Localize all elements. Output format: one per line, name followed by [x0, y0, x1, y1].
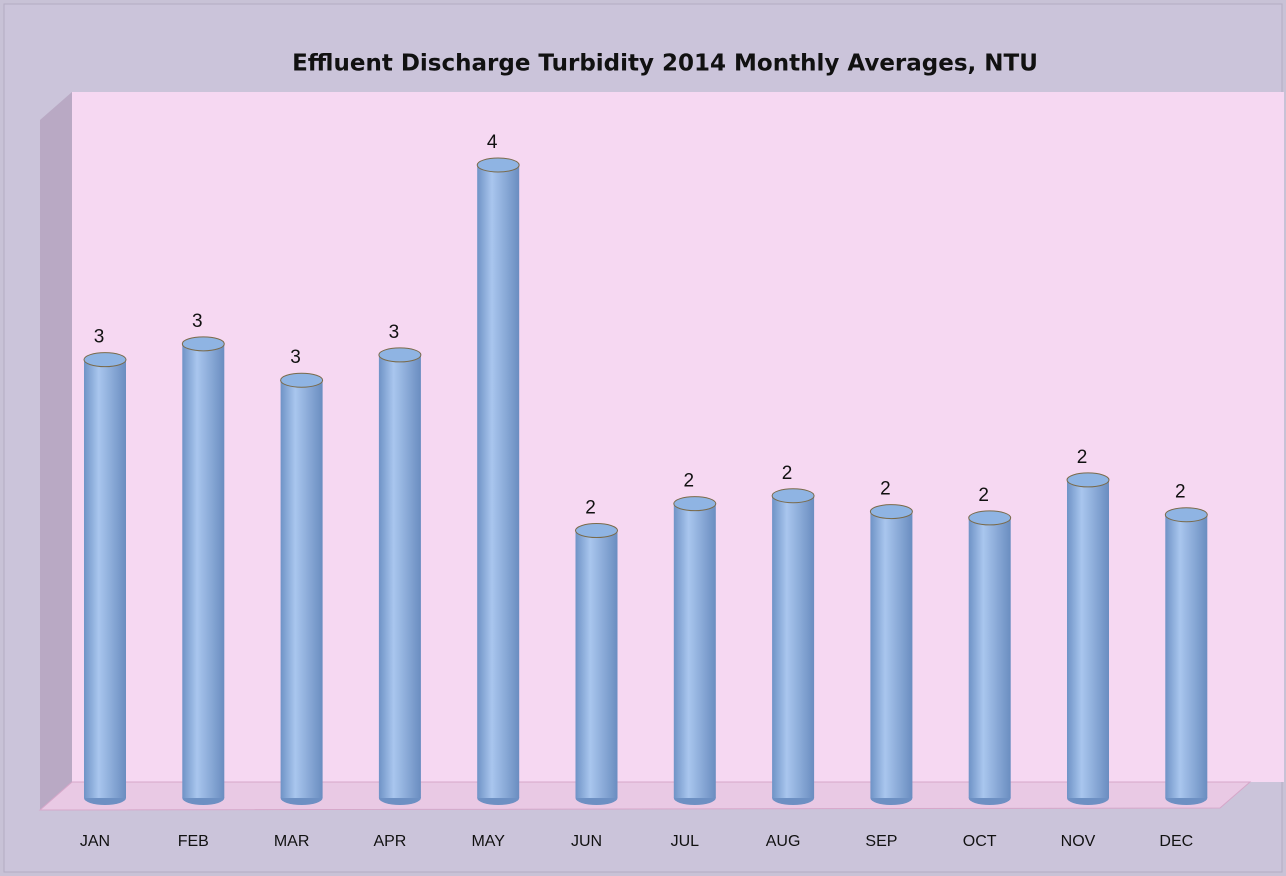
bar-top: [181, 336, 225, 352]
bar-top: [869, 504, 913, 520]
x-tick-label: MAR: [274, 833, 310, 850]
value-label: 2: [782, 463, 793, 484]
bar: [182, 343, 225, 798]
value-label: 2: [684, 471, 695, 492]
value-label: 2: [1175, 482, 1186, 503]
bar-top: [1164, 507, 1208, 523]
bar: [477, 165, 520, 798]
x-tick-label: MAY: [471, 833, 505, 850]
bar: [1067, 479, 1109, 798]
bar-top: [771, 488, 815, 504]
x-tick-label: JUN: [571, 833, 602, 850]
bar-top: [575, 523, 618, 539]
x-tick-label: FEB: [178, 833, 209, 850]
value-label: 2: [978, 485, 989, 506]
x-tick-label: APR: [373, 833, 406, 850]
value-label: 3: [389, 322, 400, 343]
bar: [378, 354, 421, 798]
bar: [772, 495, 815, 798]
x-tick-label: NOV: [1061, 833, 1096, 850]
x-tick-label: OCT: [963, 833, 997, 850]
bar-top: [83, 352, 127, 368]
value-label: 2: [880, 479, 891, 500]
bar-top: [378, 347, 422, 363]
side-wall: [40, 92, 72, 810]
bar: [673, 503, 716, 798]
bar: [968, 517, 1011, 798]
x-tick-label: JUL: [671, 833, 700, 850]
value-label: 2: [585, 498, 596, 519]
bar-top: [968, 510, 1012, 526]
value-label: 3: [94, 327, 105, 348]
x-tick-label: JAN: [80, 833, 110, 850]
x-tick-label: DEC: [1159, 833, 1193, 850]
value-label: 3: [192, 311, 203, 332]
bar-top: [1066, 472, 1110, 488]
x-tick-label: SEP: [865, 833, 897, 850]
chart-title: Effluent Discharge Turbidity 2014 Monthl…: [292, 51, 1038, 77]
bar-top: [673, 496, 717, 512]
value-label: 3: [290, 347, 301, 368]
bar: [280, 380, 323, 798]
bar: [575, 530, 618, 798]
bar: [1165, 514, 1208, 798]
value-label: 4: [487, 132, 498, 153]
bars: [83, 157, 1208, 805]
bar-top: [280, 372, 324, 388]
bar-top: [476, 157, 520, 173]
bar: [84, 359, 126, 798]
bar: [870, 511, 913, 798]
value-label: 2: [1077, 447, 1088, 468]
x-tick-label: AUG: [766, 833, 801, 850]
floor: [38, 781, 1252, 811]
